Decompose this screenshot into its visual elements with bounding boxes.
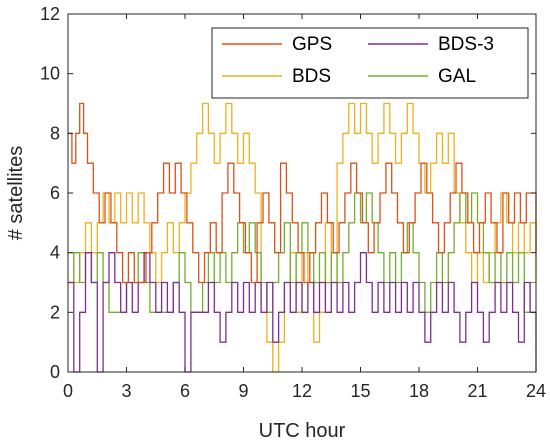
x-tick-label: 12	[292, 381, 312, 401]
x-axis: 0 3 6 9 12 15 18 21 24	[63, 14, 546, 401]
x-tick-label: 24	[526, 381, 546, 401]
legend-label-bds: BDS	[292, 66, 331, 87]
y-axis-label: # satellites	[5, 146, 27, 241]
y-tick-label: 0	[50, 362, 60, 382]
y-tick-label: 10	[40, 64, 60, 84]
legend: GPS BDS-3 BDS GAL	[211, 27, 529, 99]
legend-label-gps: GPS	[292, 34, 332, 55]
x-tick-label: 0	[63, 381, 73, 401]
y-tick-label: 12	[40, 4, 60, 24]
series-line-gps	[68, 102, 537, 284]
x-axis-label: UTC hour	[259, 420, 346, 442]
y-tick-label: 8	[50, 123, 60, 143]
x-tick-label: 15	[350, 381, 370, 401]
y-tick-label: 6	[50, 183, 60, 203]
x-tick-label: 9	[238, 381, 248, 401]
y-tick-label: 4	[50, 243, 60, 263]
legend-box	[211, 27, 529, 99]
x-tick-label: 3	[121, 381, 131, 401]
x-tick-label: 18	[409, 381, 429, 401]
x-tick-label: 6	[180, 381, 190, 401]
y-axis: 0 2 4 6 8 10 12	[40, 4, 536, 382]
x-tick-label: 21	[467, 381, 487, 401]
series-layer	[68, 102, 537, 373]
legend-label-bds-3: BDS-3	[438, 34, 494, 55]
legend-label-gal: GAL	[438, 66, 476, 87]
y-tick-label: 2	[50, 302, 60, 322]
